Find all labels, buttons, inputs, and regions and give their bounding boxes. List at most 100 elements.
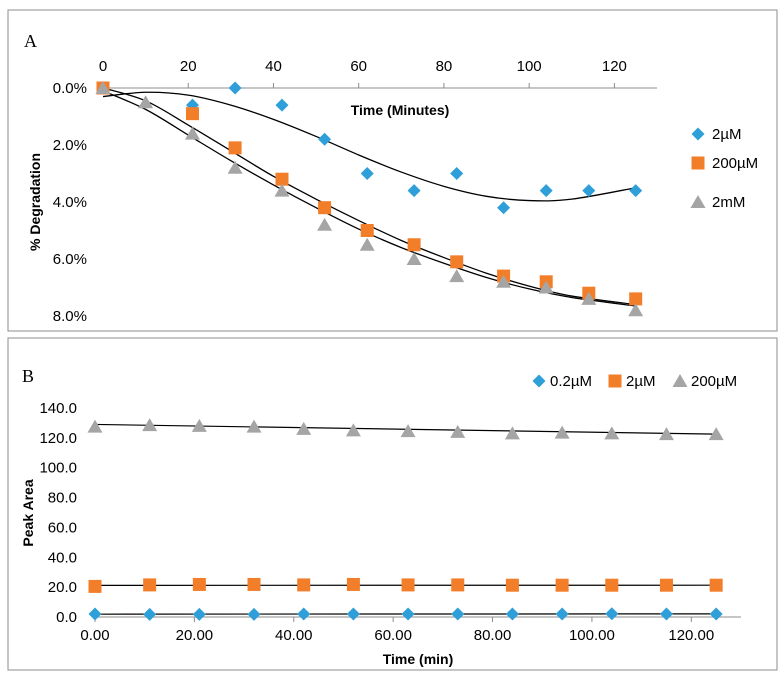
panel-b-ylabel: Peak Area — [20, 479, 36, 546]
panel-b-data-point — [143, 578, 157, 592]
panel-a-data-point — [449, 269, 465, 283]
panel-b-legend-marker — [608, 374, 622, 388]
panel-b-y-tick-label: 140.0 — [39, 400, 77, 417]
panel-a-data-point — [227, 160, 243, 174]
panel-b-x-tick-label: 0.00 — [80, 627, 109, 644]
panel-b-y-tick-label: 60.0 — [48, 519, 77, 536]
panel-b-data-point — [192, 577, 206, 591]
panel-b-data-point — [346, 577, 360, 591]
panel-b-data-point — [709, 578, 723, 592]
panel-a-y-tick-label: 6.0% — [53, 251, 87, 268]
panel-a-trendline — [102, 91, 636, 202]
panel-a-data-point — [450, 167, 464, 180]
panel-b-data-point — [143, 607, 157, 621]
panel-a-data-point — [317, 217, 333, 231]
panel-a-legend-marker — [690, 195, 706, 208]
panel-b-x-tick-label: 60.00 — [374, 627, 412, 644]
panel-a-data-point — [360, 167, 374, 180]
panel-b-y-tick-label: 100.0 — [39, 460, 77, 477]
panel-b-data-point — [554, 425, 570, 439]
panel-b-x-tick-label: 20.00 — [176, 627, 214, 644]
panel-b-data-point — [708, 427, 724, 441]
panel-b-data-point — [296, 421, 312, 435]
panel-a-legend-label: 200µM — [712, 155, 758, 172]
panel-a-data-point — [318, 132, 332, 146]
panel-b-data-point — [505, 607, 519, 621]
panel-a-xlabel: Time (Minutes) — [351, 102, 450, 118]
panel-a-data-point — [628, 303, 644, 317]
panel-a-data-point — [406, 252, 422, 265]
panel-b-data-point — [246, 419, 262, 433]
panel-b-data-point — [192, 607, 206, 621]
panel-a-data-point — [497, 201, 511, 215]
panel-b-points — [87, 418, 724, 621]
panel-b-data-point — [401, 578, 415, 592]
panel-b-legend: 0.2µM 2µM 200µM — [532, 373, 737, 390]
panel-b-data-point — [605, 578, 619, 592]
panel-a-data-point — [407, 184, 421, 198]
panel-a-ylabel: % Degradation — [27, 153, 43, 251]
panel-b-legend-marker — [672, 374, 688, 387]
panel-a-data-point — [274, 183, 290, 197]
panel-b-data-point — [658, 427, 674, 441]
panel-a-data-point — [582, 184, 596, 198]
panel-a-axes: 0 20 40 60 80 100 120 0.0% 2.0% 4.0% 6.0% 8.0% — [53, 58, 657, 325]
panel-b-data-point — [659, 578, 673, 592]
panel-b-data-point — [88, 579, 102, 593]
panel-b-data-point — [345, 423, 361, 437]
panel-b-data-point — [247, 577, 261, 591]
panel-b-data-point — [605, 607, 619, 621]
panel-a-legend-label: 2mM — [712, 194, 745, 211]
panel-b-xlabel: Time (min) — [383, 651, 454, 667]
panel-a-x-tick-label: 20 — [180, 58, 197, 75]
panel-a-data-point — [318, 201, 332, 215]
panel-b-data-point — [247, 607, 261, 621]
panel-a-data-point — [95, 81, 111, 94]
panel-b-data-point — [191, 418, 207, 432]
panel-a-x-tick-label: 100 — [517, 58, 542, 75]
panel-b-data-point — [346, 607, 360, 621]
panel-a-legend-marker — [691, 156, 705, 170]
panel-a-data-point — [184, 126, 200, 140]
panel-b-y-tick-label: 80.0 — [48, 490, 77, 507]
panel-b-data-point — [451, 607, 465, 621]
panel-a-data-point — [275, 172, 289, 186]
panel-a-x-tick-label: 60 — [350, 58, 367, 75]
panel-b-data-point — [604, 426, 620, 440]
panel-a-data-point — [228, 81, 242, 95]
panel-b-legend-label: 200µM — [691, 373, 737, 390]
panel-a-data-point — [275, 98, 289, 112]
panel-b-data-point — [555, 578, 569, 592]
panel-b-data-point — [142, 418, 158, 432]
panel-a-data-point — [138, 95, 154, 109]
panel-b-x-tick-label: 40.00 — [275, 627, 313, 644]
panel-a-y-tick-label: 8.0% — [53, 308, 87, 325]
panel-a-data-point — [629, 184, 643, 198]
panel-b-data-point — [400, 424, 416, 438]
panel-b-y-tick-label: 120.0 — [39, 430, 77, 447]
panel-b-legend-label: 0.2µM — [550, 373, 592, 390]
panel-a-y-tick-label: 0.0% — [53, 80, 87, 97]
panel-a-trendline — [102, 87, 636, 306]
panel-a-legend: 2µM 200µM 2mM — [690, 126, 758, 211]
panel-a-data-point — [538, 280, 554, 294]
panel-b-x-tick-label: 120.00 — [668, 627, 714, 644]
panel-a-x-tick-label: 40 — [265, 58, 282, 75]
panel-b-x-tick-label: 100.00 — [569, 627, 615, 644]
panel-a-y-tick-label: 2.0% — [53, 137, 87, 154]
panel-a-data-point — [581, 291, 597, 305]
panel-b-data-point — [659, 607, 673, 621]
panel-a-data-point — [496, 274, 512, 288]
panel-b-data-point — [505, 578, 519, 592]
panel-b-data-point — [504, 426, 520, 440]
panel-a-data-point — [185, 107, 199, 121]
panel-b-frame — [7, 337, 778, 671]
panel-a-data-point — [228, 141, 242, 155]
panel-a-y-tick-label: 4.0% — [53, 194, 87, 211]
panel-b-data-point — [451, 578, 465, 592]
panel-b-y-tick-label: 0.0 — [56, 609, 77, 626]
panel-b-label: B — [22, 366, 34, 386]
panel-b-data-point — [450, 424, 466, 438]
panel-b-data-point — [401, 607, 415, 621]
panel-a-legend-marker — [691, 127, 705, 141]
